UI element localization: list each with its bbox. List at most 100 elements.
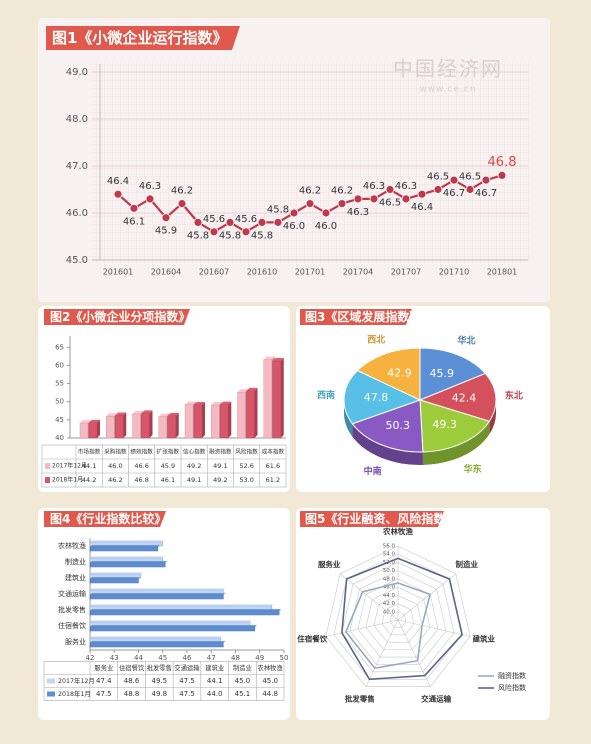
point xyxy=(193,217,203,227)
bar xyxy=(89,610,280,616)
legend-swatch xyxy=(45,477,50,483)
table-cell: 46.6 xyxy=(134,462,148,470)
radar-line xyxy=(341,557,464,681)
data-label: 46.0 xyxy=(283,221,305,232)
point xyxy=(273,217,283,227)
table-cell: 49.1 xyxy=(213,462,227,470)
bar xyxy=(89,562,166,568)
y-tick-label: 50 xyxy=(55,398,64,406)
bar xyxy=(89,546,159,552)
y-tick-label: 45.0 xyxy=(66,255,88,266)
bar xyxy=(141,413,150,439)
pie-slice xyxy=(351,399,424,453)
table-cell: 49.5 xyxy=(151,677,167,685)
y-tick-label: 60 xyxy=(55,361,64,369)
bar-top xyxy=(90,588,226,590)
y-tick-label: 46.0 xyxy=(66,208,88,219)
table-header: 扩张指数 xyxy=(157,448,180,456)
table-cell: 61.2 xyxy=(266,476,280,484)
bar-top xyxy=(90,593,226,595)
spoke xyxy=(339,573,399,621)
bar xyxy=(106,416,115,439)
bar-top xyxy=(90,556,165,558)
point xyxy=(113,189,123,199)
table-header: 制造业 xyxy=(233,663,252,672)
grid-ring xyxy=(341,562,455,673)
table-cell: 44.1 xyxy=(207,677,223,685)
y-tick-label: 49.0 xyxy=(66,67,88,78)
x-tick-label: 201610 xyxy=(247,268,278,277)
y-tick-label: 服务业 xyxy=(65,637,86,646)
title-banner xyxy=(44,511,166,527)
table-cell: 48.8 xyxy=(124,690,140,698)
table-cell: 47.5 xyxy=(179,677,195,685)
table-cell: 46.2 xyxy=(108,476,122,484)
data-label: 45.6 xyxy=(203,214,225,225)
category-label: 农林牧渔 xyxy=(382,526,413,536)
data-label: 50.3 xyxy=(386,419,411,432)
y-tick-label: 制造业 xyxy=(65,557,86,566)
spoke xyxy=(397,619,471,637)
data-label: 49.3 xyxy=(432,418,457,431)
data-label: 46.3 xyxy=(395,181,417,192)
table-cell: 46.1 xyxy=(161,476,175,484)
table-cell: 46.0 xyxy=(108,462,122,470)
bar-top xyxy=(90,641,226,643)
r-tick-label: 54.0 xyxy=(383,552,396,558)
bar-top xyxy=(90,577,141,579)
bar xyxy=(237,392,246,439)
r-tick-label: 50.0 xyxy=(383,568,396,574)
grid-ring xyxy=(325,545,471,687)
chart-title: 图1《小微企业运行指数》 xyxy=(52,29,227,47)
y-tick-label: 45 xyxy=(55,416,64,424)
data-label: 42.9 xyxy=(387,366,412,379)
legend-label: 风险指数 xyxy=(498,683,526,692)
data-label: 46.4 xyxy=(411,202,433,213)
x-tick-label: 201601 xyxy=(103,268,134,277)
bar xyxy=(115,415,124,439)
point xyxy=(145,194,155,204)
table-cell: 45.9 xyxy=(161,462,175,470)
bar-top xyxy=(90,636,223,638)
data-label: 45.8 xyxy=(251,230,273,241)
data-label: 45.8 xyxy=(187,230,209,241)
point xyxy=(353,194,363,204)
bar xyxy=(79,422,89,439)
point xyxy=(449,175,459,185)
bar xyxy=(89,642,224,648)
bar xyxy=(220,404,229,439)
table-cell: 53.0 xyxy=(239,476,253,484)
table-header: 建筑业 xyxy=(205,663,224,672)
bar-top xyxy=(90,620,253,622)
pie-side xyxy=(344,400,353,437)
chart-title: 图2《小微企业分项指数》 xyxy=(50,309,190,324)
data-label: 46.5 xyxy=(459,172,481,183)
r-tick-label: 46.0 xyxy=(383,585,396,591)
point xyxy=(225,217,235,227)
category-label: 批发零售 xyxy=(345,693,375,703)
table xyxy=(41,444,287,488)
pie-slice xyxy=(343,369,422,425)
table-cell: 49.8 xyxy=(151,690,167,698)
table-cell: 49.1 xyxy=(187,476,201,484)
point xyxy=(385,185,395,194)
bar xyxy=(184,404,194,439)
point xyxy=(305,199,315,209)
bar xyxy=(246,390,255,439)
category-label: 制造业 xyxy=(456,559,479,569)
table-cell: 47.5 xyxy=(96,690,112,698)
bar-side xyxy=(123,412,127,438)
bar-top xyxy=(90,609,282,611)
category-label: 建筑业 xyxy=(472,634,496,644)
table-cell: 61.6 xyxy=(266,462,280,470)
data-label: 46.1 xyxy=(123,216,145,227)
y-tick-label: 55 xyxy=(55,380,64,388)
data-label: 46.3 xyxy=(139,181,161,192)
bar-top xyxy=(211,401,223,405)
bar-top xyxy=(132,411,144,415)
bar xyxy=(132,413,141,439)
bar xyxy=(272,360,281,439)
data-label: 46.4 xyxy=(107,176,129,187)
r-tick-label: 52.0 xyxy=(383,560,396,566)
